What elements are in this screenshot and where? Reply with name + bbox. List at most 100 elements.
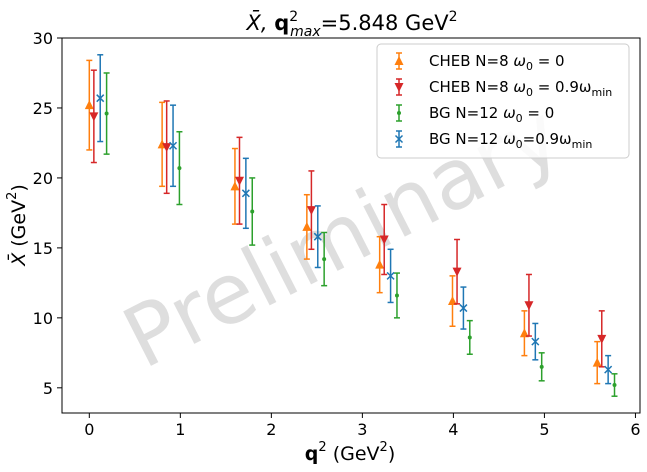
- y-tick-label: 15: [33, 239, 53, 258]
- data-point: [397, 111, 401, 115]
- data-point: [452, 267, 462, 277]
- x-tick-label: 6: [630, 420, 640, 439]
- legend-label-part: min: [591, 86, 612, 99]
- legend-label-part: CHEB N=8: [429, 78, 513, 96]
- y-tick-label: 25: [33, 99, 53, 118]
- title-value-sup: 2: [449, 9, 458, 25]
- legend-label-part: BG N=12: [429, 104, 503, 122]
- data-point: [459, 304, 468, 313]
- y-axis-title: X̄ (GeV2): [5, 184, 30, 267]
- legend-item: BG N=12 ω0 = 0: [396, 104, 554, 125]
- series: [96, 54, 613, 385]
- legend-box: [376, 43, 630, 159]
- x-tick-label: 0: [84, 420, 94, 439]
- legend-label-part: min: [572, 138, 593, 151]
- y-tick-label: 5: [43, 379, 53, 398]
- data-point: [394, 56, 404, 65]
- data-point: [394, 134, 404, 144]
- legend-item: BG N=12 ω0=0.9ωmin: [394, 130, 592, 151]
- data-point: [524, 301, 534, 311]
- legend-label-part: ω: [513, 78, 526, 96]
- data-point: [375, 259, 385, 269]
- title-value: =5.848 GeV: [321, 11, 450, 35]
- legend-label-part: 0: [526, 60, 533, 73]
- title-sup: 2: [289, 9, 298, 25]
- x-axis-unit: (GeV: [333, 443, 380, 465]
- data-point: [306, 206, 316, 216]
- data-point: [162, 143, 172, 153]
- x-tick-label: 2: [266, 420, 276, 439]
- title-sub: max: [290, 24, 321, 40]
- data-point: [394, 293, 399, 298]
- data-point: [230, 181, 240, 191]
- data-point: [250, 209, 255, 214]
- legend-label-part: CHEB N=8: [429, 52, 513, 70]
- data-point: [89, 112, 99, 122]
- legend-item: CHEB N=8 ω0 = 0: [394, 52, 565, 73]
- series-layer: [84, 54, 618, 397]
- legend-label: BG N=12 ω0=0.9ωmin: [429, 130, 592, 151]
- legend-label-part: 0: [526, 86, 533, 99]
- data-point: [84, 100, 94, 110]
- data-point: [241, 189, 250, 198]
- data-point: [386, 271, 395, 280]
- data-point: [313, 232, 322, 241]
- title-symbol: X̄,: [245, 10, 267, 35]
- chart-title: X̄, q2 max=5.848 GeV2: [245, 9, 457, 40]
- data-point: [467, 335, 472, 340]
- data-point: [302, 221, 312, 231]
- legend-label-part: = 0: [523, 104, 555, 122]
- legend-label-part: BG N=12: [429, 130, 503, 148]
- data-point: [597, 334, 607, 344]
- x-axis-close: ): [388, 443, 395, 465]
- data-point: [539, 364, 544, 369]
- y-axis-unit: (GeV: [8, 200, 30, 247]
- legend-label: BG N=12 ω0 = 0: [429, 104, 554, 125]
- legend-label-part: ω: [503, 104, 516, 122]
- legend-item: CHEB N=8 ω0 = 0.9ωmin: [394, 78, 612, 99]
- plot-frame: [61, 37, 641, 414]
- legend-label-part: ω: [513, 52, 526, 70]
- axis-ticks: 0 1 2 3 4 5 6 5 10 15 20 25 30: [33, 29, 641, 439]
- data-point: [531, 337, 540, 346]
- data-point: [169, 141, 178, 150]
- data-point: [234, 176, 244, 186]
- data-point: [394, 83, 404, 92]
- x-axis-q: q: [305, 443, 319, 465]
- y-axis-unit-sup: 2: [5, 192, 20, 200]
- data-point: [379, 235, 389, 245]
- y-axis-symbol: X̄: [6, 252, 30, 267]
- series: [103, 72, 618, 397]
- data-point: [96, 94, 105, 103]
- x-axis-unit-sup: 2: [380, 440, 388, 455]
- x-tick-label: 4: [448, 420, 458, 439]
- data-point: [604, 365, 613, 374]
- data-point: [612, 383, 617, 388]
- legend-label-part: 0: [516, 138, 523, 151]
- x-tick-label: 1: [175, 420, 185, 439]
- y-axis-close: ): [8, 184, 30, 191]
- legend-label-part: =0.9ω: [523, 130, 572, 148]
- legend-label: CHEB N=8 ω0 = 0.9ωmin: [429, 78, 612, 99]
- data-point: [592, 357, 602, 367]
- series: [89, 69, 607, 368]
- x-tick-label: 5: [539, 420, 549, 439]
- data-point: [519, 328, 529, 338]
- x-tick-label: 3: [357, 420, 367, 439]
- data-point: [322, 257, 327, 262]
- data-point: [177, 166, 182, 171]
- legend-label-part: 0: [516, 112, 523, 125]
- legend-label-part: = 0: [533, 52, 565, 70]
- x-axis-title: q2 (GeV2): [305, 440, 395, 465]
- data-point: [447, 296, 457, 306]
- legend-label-part: ω: [503, 130, 516, 148]
- title-q: q: [274, 11, 289, 35]
- y-tick-label: 30: [33, 29, 53, 48]
- legend-label-part: = 0.9ω: [533, 78, 592, 96]
- y-tick-label: 20: [33, 169, 53, 188]
- legend-label: CHEB N=8 ω0 = 0: [429, 52, 565, 73]
- data-point: [104, 111, 109, 116]
- x-axis-sup: 2: [318, 440, 326, 455]
